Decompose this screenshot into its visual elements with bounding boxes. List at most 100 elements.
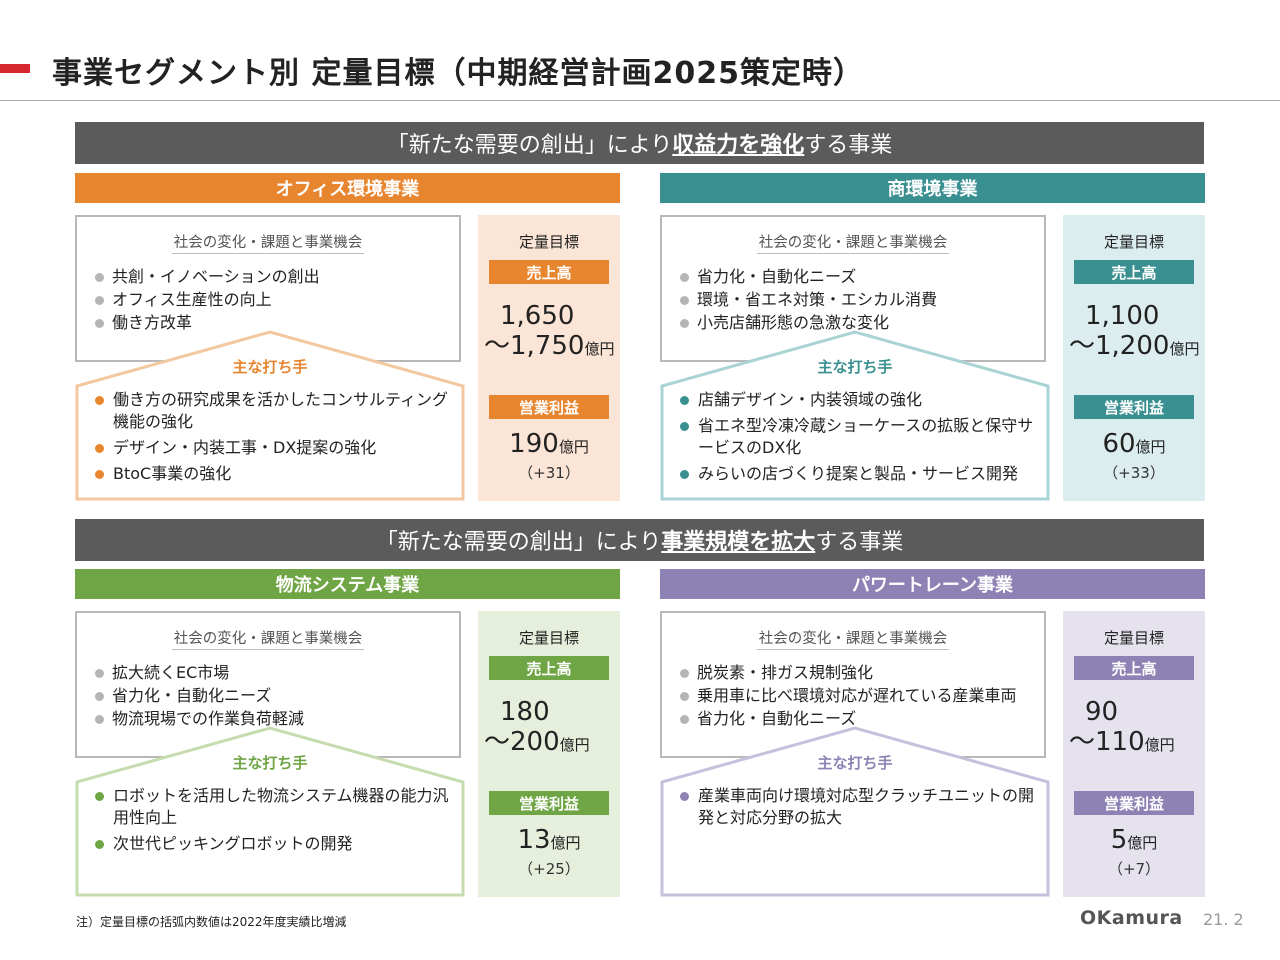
opportunity-item: 小売店舗形態の急激な変化 (678, 311, 1036, 334)
actions-title: 主な打ち手 (232, 358, 308, 376)
action-item: 次世代ピッキングロボットの開発 (93, 833, 458, 855)
profit-badge: 営業利益 (489, 791, 609, 815)
profit-value-wrap: 60億円 (1063, 429, 1205, 459)
action-item: ロボットを活用した物流システム機器の能力汎用性向上 (93, 785, 458, 829)
actions-title: 主な打ち手 (232, 754, 308, 772)
footnote: 注）定量目標の括弧内数値は2022年度実績比増減 (76, 915, 347, 929)
targets-panel: 定量目標 売上高 1,100 ～1,200億円 営業利益 60億円 （+33） (1063, 215, 1205, 501)
profit-delta: （+25） (518, 860, 580, 878)
profit-value: 13 (517, 825, 551, 855)
actions-house-frame (660, 726, 1050, 897)
actions-list: 店舗デザイン・内装領域の強化省エネ型冷凍冷蔵ショーケースの拡販と保守サービスのD… (678, 389, 1043, 489)
targets-heading: 定量目標 (518, 233, 579, 251)
opportunity-item: 共創・イノベーションの創出 (93, 265, 451, 288)
profit-unit: 億円 (1135, 438, 1166, 456)
opportunities-box: 社会の変化・課題と事業機会脱炭素・排ガス規制強化 乗用車に比べ環境対応が遅れている… (660, 611, 1046, 758)
banner-highlight: 事業規模を拡大 (661, 530, 816, 555)
banner-post: する事業 (804, 133, 893, 158)
sales-range-upper: ～1,750 (484, 331, 585, 361)
sales-badge: 売上高 (1074, 260, 1194, 284)
opportunities-title-wrap: 社会の変化・課題と事業機会 (77, 231, 459, 254)
sales-unit: 億円 (584, 340, 615, 358)
opportunities-title: 社会の変化・課題と事業機会 (756, 235, 950, 254)
action-item: デザイン・内装工事・DX提案の強化 (93, 437, 458, 459)
segment-header-office: オフィス環境事業 (75, 173, 620, 203)
sales-value-line1: 90 (1085, 697, 1119, 727)
opportunity-item: 拡大続くEC市場 (93, 661, 451, 684)
opportunity-item: 乗用車に比べ環境対応が遅れている産業車両 (678, 684, 1036, 707)
profit-value: 190 (509, 429, 559, 459)
profit-delta: （+33） (1103, 464, 1165, 482)
action-item: みらいの店づくり提案と製品・サービス開発 (678, 463, 1043, 485)
sales-range-upper: ～110 (1069, 727, 1145, 757)
banner-profitability: 「新たな需要の創出」により 収益力を強化 する事業 (75, 122, 1204, 164)
profit-value-wrap: 190億円 (478, 429, 620, 459)
opportunity-item: 脱炭素・排ガス規制強化 (678, 661, 1036, 684)
opportunity-item: 省力化・自動化ニーズ (678, 707, 1036, 730)
action-item: 産業車両向け環境対応型クラッチユニットの開発と対応分野の拡大 (678, 785, 1043, 829)
opportunity-item: 省力化・自動化ニーズ (678, 265, 1036, 288)
profit-value: 5 (1110, 825, 1128, 855)
profit-delta: （+31） (518, 464, 580, 482)
action-item: 店舗デザイン・内装領域の強化 (678, 389, 1043, 411)
action-item: 省エネ型冷凍冷蔵ショーケースの拡販と保守サービスのDX化 (678, 415, 1043, 459)
targets-heading: 定量目標 (1103, 233, 1164, 251)
company-logo: OKamura (1080, 907, 1183, 929)
targets-heading: 定量目標 (1103, 629, 1164, 647)
banner-pre: 「新たな需要の創出」により (386, 133, 673, 158)
sales-value-line1: 180 (500, 697, 550, 727)
sales-value-line2: ～110億円 (1069, 727, 1175, 760)
page-number: 21. 2 (1203, 910, 1244, 929)
profit-value-wrap: 5億円 (1063, 825, 1205, 855)
profit-value: 60 (1102, 429, 1136, 459)
actions-house-frame (75, 330, 465, 501)
actions-title: 主な打ち手 (817, 754, 893, 772)
actions-house-frame (660, 330, 1050, 501)
banner-pre: 「新たな需要の創出」により (375, 530, 662, 555)
sales-unit: 億円 (1144, 736, 1175, 754)
opportunities-list: 脱炭素・排ガス規制強化 乗用車に比べ環境対応が遅れている産業車両 省力化・自動化ニー… (678, 661, 1036, 730)
sales-unit: 億円 (559, 736, 590, 754)
banner-scale: 「新たな需要の創出」により 事業規模を拡大 する事業 (75, 519, 1204, 561)
banner-post: する事業 (815, 530, 904, 555)
profit-unit: 億円 (550, 834, 581, 852)
opportunities-title: 社会の変化・課題と事業機会 (171, 235, 365, 254)
actions-list: 産業車両向け環境対応型クラッチユニットの開発と対応分野の拡大 (678, 785, 1043, 833)
opportunities-title-wrap: 社会の変化・課題と事業機会 (662, 231, 1044, 254)
title-accent-bar (0, 64, 30, 73)
banner-highlight: 収益力を強化 (672, 133, 805, 158)
opportunity-item: 省力化・自動化ニーズ (93, 684, 451, 707)
sales-badge: 売上高 (489, 656, 609, 680)
actions-list: ロボットを活用した物流システム機器の能力汎用性向上次世代ピッキングロボットの開発 (93, 785, 458, 859)
title-divider (0, 100, 1280, 101)
page-title: 事業セグメント別 定量目標（中期経営計画2025策定時） (52, 56, 864, 91)
segment-header-store: 商環境事業 (660, 173, 1205, 203)
profit-badge: 営業利益 (1074, 395, 1194, 419)
sales-range-upper: ～200 (484, 727, 560, 757)
sales-badge: 売上高 (489, 260, 609, 284)
opportunity-item: オフィス生産性の向上 (93, 288, 451, 311)
segment-header-logistics: 物流システム事業 (75, 569, 620, 599)
opportunity-item: 働き方改革 (93, 311, 451, 334)
sales-value-line2: ～200億円 (484, 727, 590, 760)
opportunities-list: 共創・イノベーションの創出 オフィス生産性の向上 働き方改革 (93, 265, 451, 334)
profit-badge: 営業利益 (1074, 791, 1194, 815)
profit-unit: 億円 (558, 438, 589, 456)
opportunity-item: 環境・省エネ対策・エシカル消費 (678, 288, 1036, 311)
profit-unit: 億円 (1127, 834, 1158, 852)
sales-value-line2: ～1,750億円 (484, 331, 614, 364)
sales-unit: 億円 (1169, 340, 1200, 358)
opportunities-list: 拡大続くEC市場 省力化・自動化ニーズ 物流現場での作業負荷軽減 (93, 661, 451, 730)
profit-delta: （+7） (1107, 860, 1161, 878)
actions-house-frame (75, 726, 465, 897)
opportunities-title-wrap: 社会の変化・課題と事業機会 (662, 627, 1044, 650)
opportunities-title: 社会の変化・課題と事業機会 (171, 631, 365, 650)
opportunities-list: 省力化・自動化ニーズ 環境・省エネ対策・エシカル消費 小売店舗形態の急激な変化 (678, 265, 1036, 334)
action-item: BtoC事業の強化 (93, 463, 458, 485)
opportunity-item: 物流現場での作業負荷軽減 (93, 707, 451, 730)
profit-badge: 営業利益 (489, 395, 609, 419)
profit-value-wrap: 13億円 (478, 825, 620, 855)
targets-panel: 定量目標 売上高 180 ～200億円 営業利益 13億円 （+25） (478, 611, 620, 897)
targets-panel: 定量目標 売上高 1,650 ～1,750億円 営業利益 190億円 （+31） (478, 215, 620, 501)
targets-panel: 定量目標 売上高 90 ～110億円 営業利益 5億円 （+7） (1063, 611, 1205, 897)
